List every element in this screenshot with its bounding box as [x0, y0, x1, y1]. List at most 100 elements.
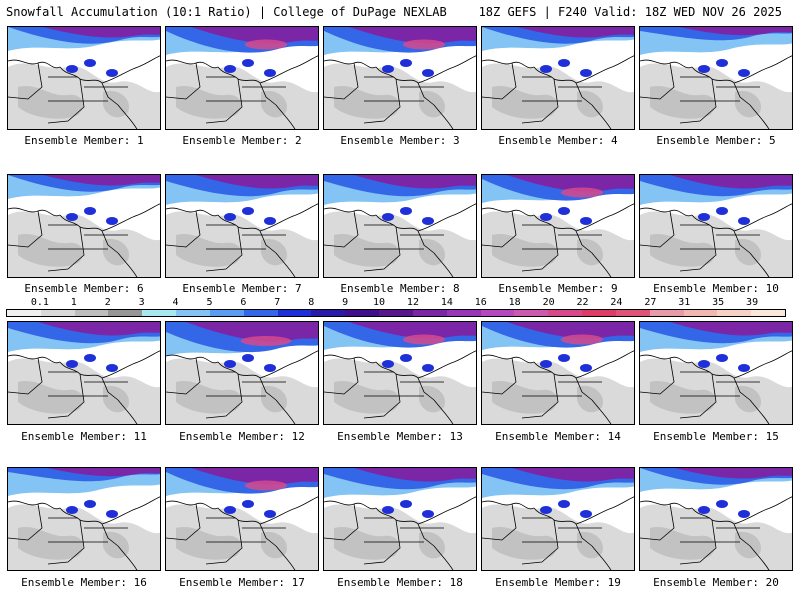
colorbar-swatch	[7, 310, 41, 316]
colorbar-tick-label: 7	[274, 297, 281, 308]
boundary-line	[259, 350, 318, 379]
colorbar-swatch	[412, 310, 447, 316]
boundary-line	[417, 55, 476, 84]
boundary-line	[575, 203, 634, 232]
snowfall-map	[482, 175, 634, 277]
lake-effect-band	[698, 360, 710, 368]
colorbar-swatch	[649, 310, 684, 316]
lake-effect-band	[540, 65, 552, 73]
colorbar-labels: 0.1 1 2 3 4 5 6 7 8 9 10 12 14 16 18 20 22 24 27 31 35 39	[6, 297, 786, 309]
boundary-line	[521, 226, 559, 272]
boundary-line	[205, 519, 243, 565]
colorbar-swatch	[209, 310, 244, 316]
snowfall-map	[8, 322, 160, 424]
boundary-line	[8, 62, 43, 100]
boundary-line	[259, 203, 318, 232]
lake-effect-band	[558, 207, 570, 215]
lake-effect-band	[224, 213, 236, 221]
ensemble-map-panel	[639, 174, 793, 278]
snow-band-heavy	[191, 27, 318, 44]
snowfall-map	[640, 322, 792, 424]
snow-max-core	[560, 187, 604, 198]
colorbar-swatch	[176, 310, 210, 316]
boundary-line	[679, 519, 717, 565]
lake-effect-band	[264, 510, 276, 518]
snowfall-map	[324, 468, 476, 570]
lake-effect-band	[106, 364, 118, 372]
light-snow-area	[176, 380, 242, 414]
boundary-line	[521, 78, 559, 124]
boundary-line	[205, 226, 243, 272]
ensemble-member-label: Ensemble Member: 1	[24, 134, 144, 147]
colorbar-tick-label: 14	[440, 297, 453, 308]
boundary-line	[522, 76, 602, 102]
colorbar-tick-label: 4	[172, 297, 179, 308]
snow-band-heavy	[43, 175, 160, 186]
ensemble-map-panel	[481, 26, 635, 130]
snowfall-map	[166, 27, 318, 129]
boundary-line	[575, 350, 634, 379]
ensemble-map-panel	[165, 174, 319, 278]
boundary-line	[166, 503, 201, 541]
light-snow-area	[492, 526, 558, 560]
snow-band-heavy	[670, 175, 792, 189]
boundary-line	[733, 350, 792, 379]
snowfall-map	[324, 322, 476, 424]
ensemble-member-label: Ensemble Member: 4	[498, 134, 618, 147]
lake-effect-band	[382, 506, 394, 514]
boundary-line	[591, 399, 612, 424]
snow-band-heavy	[43, 27, 160, 38]
light-snow-area	[492, 85, 558, 119]
ensemble-map-panel	[165, 321, 319, 425]
colorbar-swatch	[277, 310, 312, 316]
map-title: Snowfall Accumulation (10:1 Ratio) | Col…	[6, 5, 447, 19]
ensemble-member-label: Ensemble Member: 8	[340, 282, 460, 295]
snowfall-map	[640, 468, 792, 570]
light-snow-area	[18, 233, 84, 267]
boundary-line	[733, 496, 792, 525]
lake-effect-band	[558, 59, 570, 67]
ensemble-member-label: Ensemble Member: 7	[182, 282, 302, 295]
boundary-line	[117, 545, 138, 570]
boundary-line	[166, 357, 201, 395]
boundary-line	[101, 496, 160, 525]
lake-effect-band	[698, 213, 710, 221]
snowfall-map	[166, 468, 318, 570]
boundary-line	[591, 104, 612, 129]
snow-band-heavy	[186, 322, 318, 342]
boundary-line	[591, 545, 612, 570]
lake-effect-band	[738, 69, 750, 77]
snow-band-heavy	[507, 322, 634, 339]
colorbar-tick-label: 2	[104, 297, 111, 308]
snow-band-heavy	[354, 468, 476, 482]
lake-effect-band	[224, 506, 236, 514]
boundary-line	[206, 224, 286, 250]
ensemble-map-panel	[481, 174, 635, 278]
colorbar-tick-label: 0.1	[30, 297, 49, 308]
ensemble-map-panel	[165, 467, 319, 571]
lake-effect-band	[242, 207, 254, 215]
light-snow-area	[18, 380, 84, 414]
light-snow-area	[18, 526, 84, 560]
light-snow-area	[650, 380, 716, 414]
ensemble-map-panel	[323, 321, 477, 425]
snowfall-map	[166, 175, 318, 277]
snowfall-map	[324, 27, 476, 129]
boundary-line	[205, 373, 243, 419]
colorbar-swatch	[379, 310, 413, 316]
boundary-line	[640, 210, 675, 248]
boundary-line	[8, 210, 43, 248]
boundary-line	[324, 210, 359, 248]
colorbar-tick-label: 20	[542, 297, 555, 308]
ensemble-map-panel	[639, 321, 793, 425]
snow-max-core	[560, 334, 604, 345]
lake-effect-band	[558, 500, 570, 508]
boundary-line	[733, 203, 792, 232]
lake-effect-band	[242, 354, 254, 362]
snow-band-heavy	[38, 322, 160, 336]
boundary-line	[101, 55, 160, 84]
light-snow-area	[334, 233, 400, 267]
lake-effect-band	[84, 59, 96, 67]
colorbar-swatch	[548, 310, 583, 316]
colorbar-tick-label: 5	[206, 297, 213, 308]
